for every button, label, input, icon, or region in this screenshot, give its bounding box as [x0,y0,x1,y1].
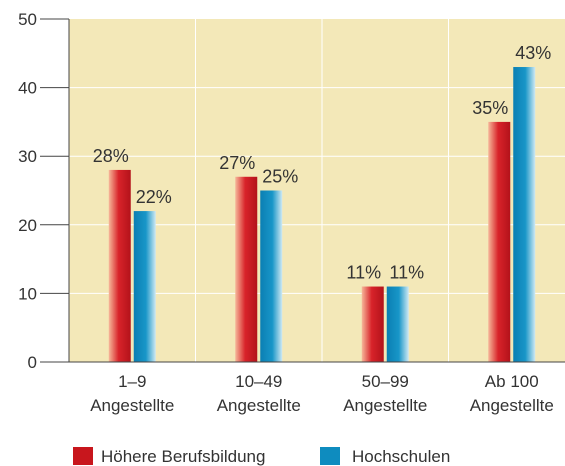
bar-1-0 [133,211,156,362]
data-label-0-1: 27% [219,153,255,173]
y-tick-label-1: 10 [18,284,37,303]
data-labels: 28% 22% 27% 25% 11% 11% 35% 43% [93,43,552,283]
legend-swatch-0 [73,447,93,465]
legend-swatch-1 [320,447,340,465]
data-label-0-3: 35% [472,98,508,118]
y-tick-label-2: 20 [18,216,37,235]
data-label-0-2: 11% [346,263,381,283]
bar-1-2 [386,286,409,362]
y-tick-label-0: 0 [28,353,37,372]
bar-0-0 [108,169,131,362]
x-tick-label-3-0: Ab 100 [485,372,539,391]
data-label-1-2: 11% [389,263,424,283]
bar-1-1 [260,190,283,362]
x-tick-label-1-0: 10–49 [235,372,282,391]
bar-group [108,67,536,363]
x-tick-label-0-0: 1–9 [118,372,146,391]
data-label-1-3: 43% [515,43,551,63]
y-tick-label-5: 50 [18,10,37,29]
data-label-1-1: 25% [262,167,298,187]
bar-0-2 [361,286,384,362]
legend-item-1: Hochschulen [320,447,450,466]
x-tick-label-2-1: Angestellte [343,396,427,415]
x-tick-label-3-1: Angestellte [470,396,554,415]
bar-0-3 [488,121,511,363]
bar-1-3 [513,67,536,363]
legend-label-0: Höhere Berufsbildung [101,447,265,466]
legend-label-1: Hochschulen [352,447,450,466]
data-label-0-0: 28% [93,146,129,166]
legend: Höhere Berufsbildung Hochschulen [73,447,450,466]
x-tick-label-1-1: Angestellte [217,396,301,415]
y-tick-label-3: 30 [18,147,37,166]
x-axis: 1–9 Angestellte 10–49 Angestellte 50–99 Anges… [40,361,565,415]
data-label-1-0: 22% [136,187,172,207]
legend-item-0: Höhere Berufsbildung [73,447,265,466]
bar-0-1 [235,176,258,362]
x-tick-label-2-0: 50–99 [362,372,409,391]
y-axis: 0 10 20 30 40 50 [18,10,70,372]
y-tick-label-4: 40 [18,79,37,98]
x-tick-label-0-1: Angestellte [90,396,174,415]
